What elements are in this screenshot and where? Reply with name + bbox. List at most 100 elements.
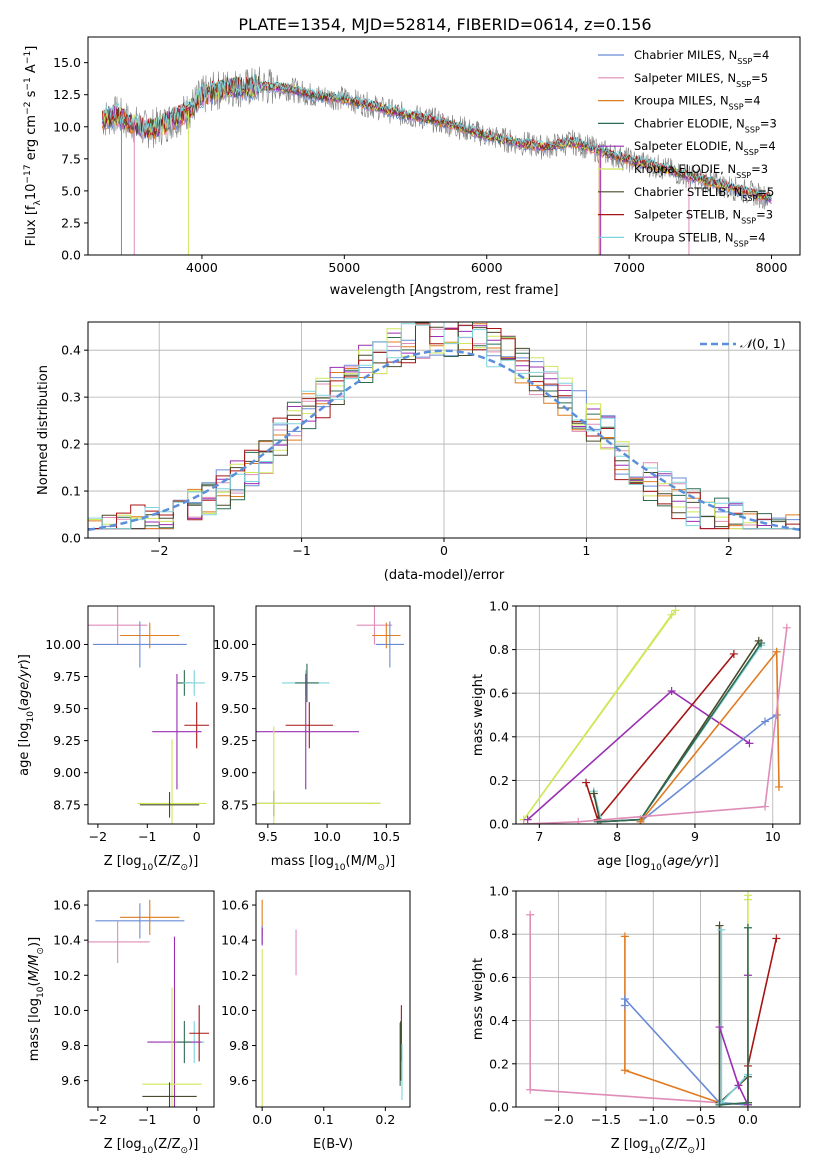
y-axis-label-part: age [log	[17, 723, 32, 776]
y-tick-label: 7.5	[61, 151, 81, 166]
plot-area	[261, 899, 403, 1107]
y-tick-label: 2.5	[61, 215, 81, 230]
y-axis-label: mass weight	[471, 674, 486, 756]
y-tick-label: 5.0	[61, 183, 81, 198]
y-tick-label: 10.2	[221, 968, 249, 983]
weight-point-marker	[715, 1100, 724, 1107]
y-tick-label: 1.0	[489, 884, 509, 899]
y-axis-label-part: M/M	[27, 955, 42, 982]
residual-histogram	[88, 322, 800, 530]
legend-label: Chabrier MILES, NSSP=4	[634, 48, 769, 66]
weight-point-marker	[593, 817, 602, 824]
y-axis-label-part: 10	[36, 986, 46, 998]
legend-label-part: Chabrier MILES, N	[634, 48, 737, 62]
y-tick-label: 0.8	[489, 927, 509, 942]
y-axis-label-part: −1	[23, 77, 33, 90]
weight-point-marker	[519, 820, 528, 824]
y-axis-label-part: (	[17, 706, 32, 711]
legend-label-part: Chabrier ELODIE, N	[634, 116, 745, 130]
y-tick-label: 9.8	[61, 1038, 81, 1053]
x-tick-label: 10.0	[313, 829, 341, 844]
y-tick-label: 0.4	[61, 343, 81, 358]
y-axis-label-part: s	[24, 90, 39, 101]
axes-frame	[255, 605, 411, 825]
y-axis-label-part: λ	[33, 200, 43, 206]
y-tick-label: 0.2	[489, 773, 509, 788]
x-tick-label: −1	[138, 1112, 156, 1127]
weight-point-marker	[734, 1081, 743, 1090]
weight-point-marker	[667, 610, 676, 619]
weight-point-marker	[743, 923, 752, 932]
y-tick-label: 9.75	[53, 669, 81, 684]
y-tick-label: 10.6	[53, 898, 81, 913]
x-tick-label: 2	[725, 543, 733, 558]
x-axis-label-part: )]	[695, 1137, 705, 1152]
weight-point-marker	[772, 934, 781, 943]
weight-series-line	[523, 627, 788, 824]
x-axis-label-part: ⊙	[181, 1146, 189, 1156]
x-tick-label: 8	[613, 829, 621, 844]
figure-title: PLATE=1354, MJD=52814, FIBERID=0614, z=0…	[238, 15, 651, 34]
x-axis-label-part: )]	[188, 854, 198, 869]
y-axis-label-part: −2	[23, 102, 33, 115]
legend-label-part: SSP	[736, 171, 751, 180]
plot-area	[519, 606, 791, 824]
legend-label: Salpeter STELIB, NSSP=3	[634, 208, 773, 226]
y-axis-label-part: )]	[17, 654, 32, 664]
legend-label-part: =5	[757, 185, 774, 199]
weight-point-marker	[782, 623, 791, 632]
weight-point-marker	[671, 606, 680, 615]
legend-label-part: Kroupa MILES, N	[634, 94, 729, 108]
axes-frame	[87, 605, 215, 825]
x-axis-label-part: ⊙	[181, 863, 189, 873]
legend-label-part: (0, 1)	[752, 336, 786, 351]
y-tick-label: 0.0	[489, 817, 509, 832]
weight-point-marker	[743, 1098, 752, 1107]
x-axis-label-part: Z [log	[104, 854, 142, 869]
x-tick-label: −2.0	[543, 1112, 573, 1127]
y-tick-label: 9.75	[221, 669, 249, 684]
weight-series-line	[529, 914, 748, 1106]
y-tick-label: 0.2	[489, 1056, 509, 1071]
x-tick-label: 0	[193, 829, 201, 844]
x-axis-label-part: age [log	[597, 854, 650, 869]
legend-label-part: Salpeter STELIB, N	[634, 208, 741, 222]
legend-label-part: SSP	[736, 79, 751, 88]
y-tick-label: 10.00	[45, 637, 81, 652]
weight-series-line	[720, 929, 749, 1105]
y-axis-label-part: 10	[24, 184, 39, 201]
y-tick-label: 8.75	[221, 797, 249, 812]
x-tick-label: 9	[691, 829, 699, 844]
x-tick-label: −1	[138, 829, 156, 844]
x-tick-label: 10.5	[372, 829, 400, 844]
axes-frame	[255, 890, 411, 1108]
legend-label: Kroupa MILES, NSSP=4	[634, 94, 761, 112]
y-axis-label: Flux [fλ10−17 erg cm−2 s−1 A−1]	[23, 46, 43, 247]
y-tick-label: 9.6	[229, 1073, 249, 1088]
legend-label-part: =4	[759, 139, 776, 153]
x-tick-label: 5000	[328, 260, 360, 275]
plot-area	[88, 322, 800, 532]
x-axis-label-part: )]	[709, 854, 719, 869]
axes-frame	[87, 890, 215, 1108]
y-tick-label: 9.25	[53, 733, 81, 748]
x-tick-label: 8000	[756, 260, 788, 275]
legend-label: Kroupa ELODIE, NSSP=3	[634, 162, 768, 180]
x-axis-label-part: (Z/Z	[660, 1137, 687, 1152]
x-tick-label: −2	[150, 543, 168, 558]
weight-series-line	[718, 925, 749, 1105]
x-tick-label: 0	[193, 1112, 201, 1127]
x-tick-label: −2	[89, 829, 107, 844]
weight-point-marker	[526, 1085, 535, 1094]
y-tick-label: 0.0	[489, 1100, 509, 1115]
legend-label-part: Kroupa STELIB, N	[634, 230, 734, 244]
panel-mass-vs-EBV: 0.0 0.1 0.2 9.6 9.8 10.0 10.2 10.4 10.6 E(B-V)	[221, 890, 411, 1152]
x-axis-label-part: mass [log	[271, 854, 334, 869]
y-axis-label-part: age/yr	[17, 663, 32, 706]
x-axis-label: (data-model)/error	[384, 568, 505, 583]
weight-point-marker	[582, 778, 591, 787]
weight-point-marker	[620, 1066, 629, 1075]
x-axis-label: wavelength [Angstrom, rest frame]	[330, 283, 559, 298]
legend-label: Chabrier ELODIE, NSSP=3	[634, 116, 777, 133]
